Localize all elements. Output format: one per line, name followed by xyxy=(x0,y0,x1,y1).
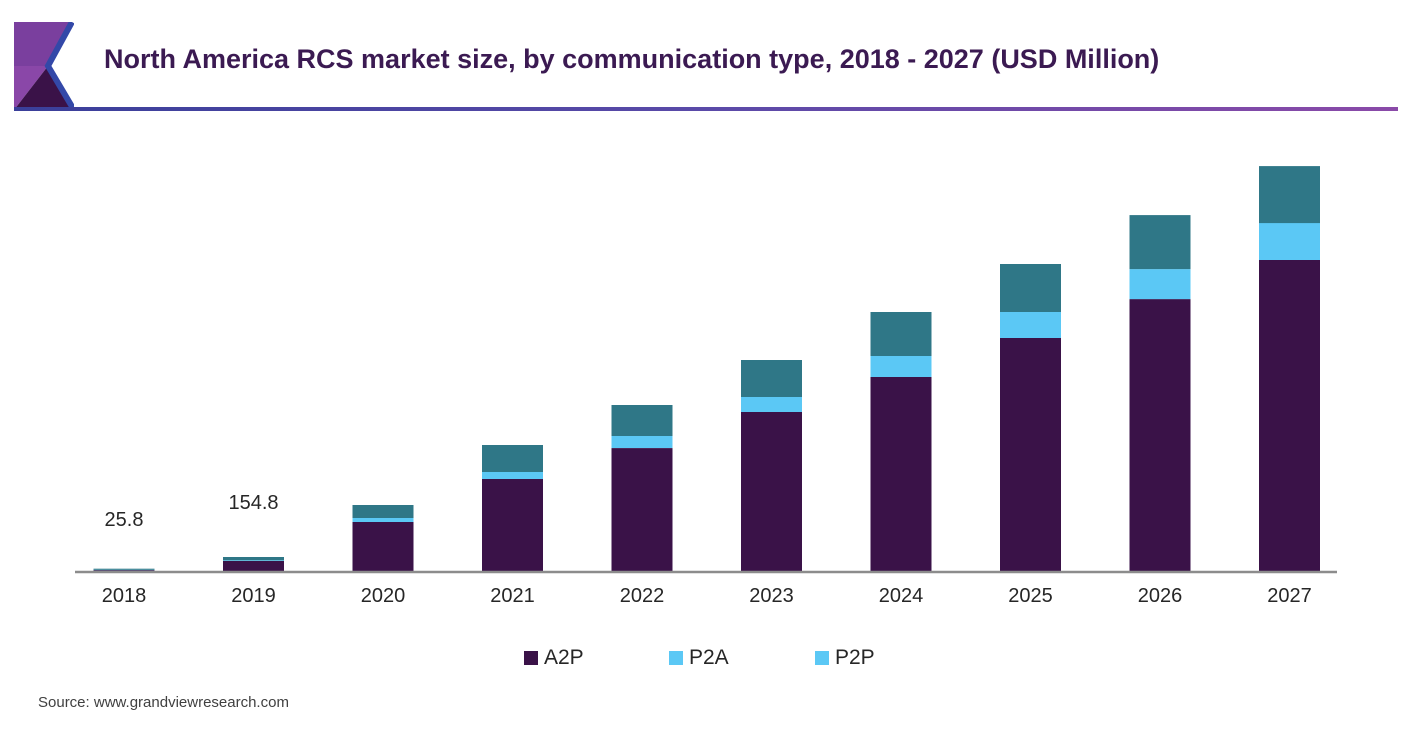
bar-segment-a2p-2027 xyxy=(1259,260,1320,571)
bars-layer xyxy=(93,166,1320,571)
bar-segment-p2a-2025 xyxy=(1000,312,1061,338)
x-tick-label: 2025 xyxy=(1008,585,1053,607)
legend-item-p2p: P2P xyxy=(815,646,875,670)
bar-segment-p2a-2024 xyxy=(870,356,932,377)
legend-label-p2a: P2A xyxy=(689,646,729,669)
data-label-2019: 154.8 xyxy=(228,492,278,514)
bar-segment-p2p-2022 xyxy=(611,405,673,436)
data-label-2018: 25.8 xyxy=(105,509,144,531)
bar-segment-p2p-2018 xyxy=(93,568,155,570)
legend-label-a2p: A2P xyxy=(544,646,584,669)
bar-segment-a2p-2021 xyxy=(482,479,543,571)
legend-swatch-p2a xyxy=(669,651,683,665)
bar-segment-a2p-2020 xyxy=(352,522,414,571)
legend: A2P P2A P2P xyxy=(0,646,1416,676)
bar-segment-p2a-2027 xyxy=(1259,223,1320,260)
bar-segment-p2p-2021 xyxy=(482,445,543,472)
header-divider xyxy=(14,107,1398,111)
bar-segment-a2p-2024 xyxy=(870,377,932,571)
bar-segment-a2p-2025 xyxy=(1000,338,1061,571)
source-note: Source: www.grandviewresearch.com xyxy=(38,694,289,711)
bar-segment-p2a-2020 xyxy=(352,518,414,522)
x-tick-label: 2022 xyxy=(620,585,665,607)
x-tick-label: 2026 xyxy=(1138,585,1183,607)
chart-title: North America RCS market size, by commun… xyxy=(104,44,1160,74)
bar-segment-p2p-2023 xyxy=(741,360,802,397)
bar-segment-p2p-2020 xyxy=(352,505,414,518)
bar-segment-p2p-2025 xyxy=(1000,264,1061,312)
legend-swatch-a2p xyxy=(524,651,538,665)
bar-segment-a2p-2023 xyxy=(741,412,802,571)
bar-segment-p2p-2027 xyxy=(1259,166,1320,224)
bar-segment-a2p-2022 xyxy=(611,448,673,571)
brand-logo-icon xyxy=(14,22,74,110)
legend-item-a2p: A2P xyxy=(524,646,584,670)
x-tick-labels: 2018 2019 2020 2021 2022 2023 2024 2025 2026 2027 xyxy=(102,585,1312,607)
x-tick-label: 2024 xyxy=(879,585,924,607)
x-tick-label: 2021 xyxy=(490,585,535,607)
stacked-bar-chart: 2018 2019 2020 2021 2022 2023 2024 2025 2026 2027… xyxy=(75,166,1337,607)
bar-segment-p2a-2022 xyxy=(611,436,673,448)
bar-segment-a2p-2019 xyxy=(223,561,284,571)
bar-segment-p2p-2026 xyxy=(1129,215,1191,270)
bar-segment-p2a-2026 xyxy=(1129,269,1191,300)
bar-segment-p2p-2019 xyxy=(223,557,284,561)
bar-segment-p2a-2023 xyxy=(741,397,802,412)
bar-segment-p2a-2019 xyxy=(223,560,284,561)
legend-label-p2p: P2P xyxy=(835,646,875,669)
x-tick-label: 2018 xyxy=(102,585,147,607)
x-tick-label: 2020 xyxy=(361,585,406,607)
legend-item-p2a: P2A xyxy=(669,646,729,670)
bar-segment-p2a-2021 xyxy=(482,472,543,479)
bar-segment-a2p-2018 xyxy=(93,570,155,571)
bar-segment-p2p-2024 xyxy=(870,312,932,356)
bar-segment-a2p-2026 xyxy=(1129,299,1191,571)
x-tick-label: 2027 xyxy=(1267,585,1312,607)
x-tick-label: 2023 xyxy=(749,585,794,607)
x-tick-label: 2019 xyxy=(231,585,276,607)
legend-swatch-p2p xyxy=(815,651,829,665)
data-labels: 25.8 154.8 xyxy=(105,492,279,531)
